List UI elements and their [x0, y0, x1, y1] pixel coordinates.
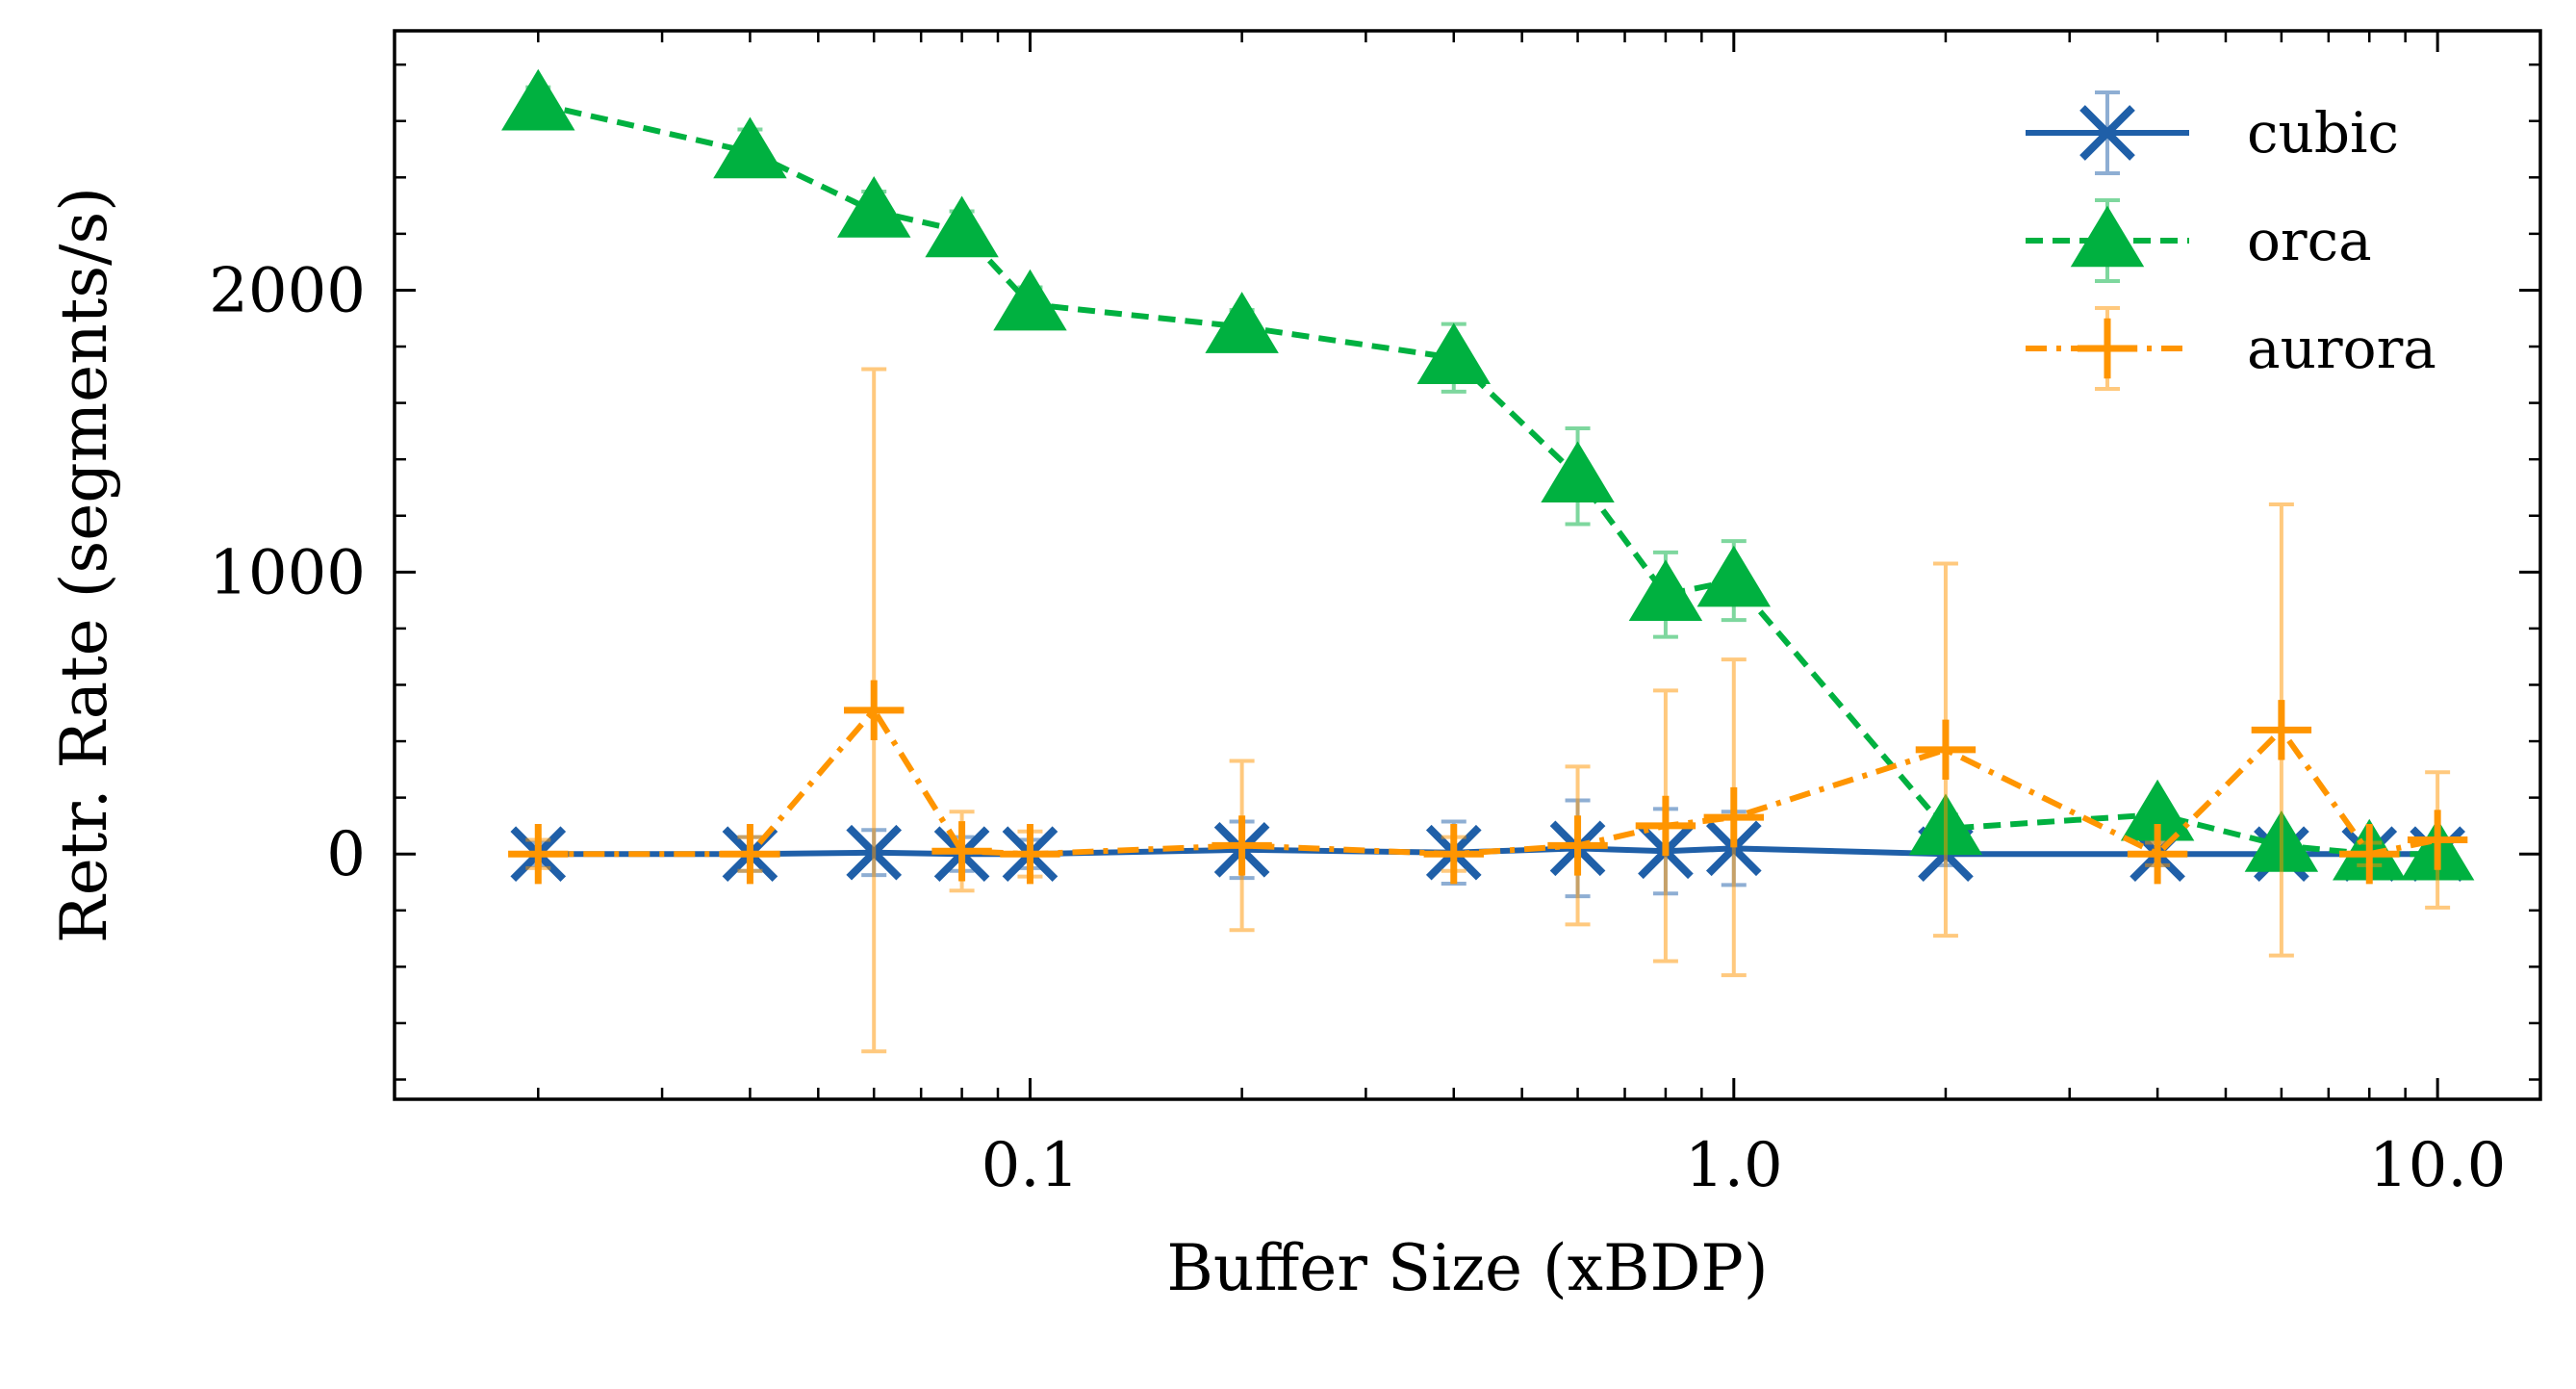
orca-marker	[2120, 779, 2195, 841]
aurora-marker	[1211, 815, 1272, 876]
series-aurora	[508, 367, 2468, 1054]
aurora-marker	[1703, 786, 1764, 848]
orca-marker	[501, 68, 575, 131]
aurora-marker	[1547, 815, 1608, 876]
plot-area	[501, 68, 2475, 1054]
orca-marker	[1416, 322, 1491, 385]
aurora-marker	[720, 823, 780, 885]
orca-marker	[713, 116, 787, 179]
y-tick-label: 2000	[209, 255, 366, 326]
aurora-marker	[2339, 823, 2400, 885]
aurora-marker	[1635, 795, 1696, 857]
plot-frame	[393, 29, 2542, 1101]
aurora-marker	[1915, 719, 1977, 781]
legend-item-aurora: aurora	[2026, 306, 2436, 391]
legend-label: cubic	[2247, 100, 2399, 166]
legend: cubic orca aurora	[2026, 90, 2436, 391]
legend-marker-orca	[2070, 205, 2145, 268]
orca-marker	[836, 176, 911, 238]
x-tick-label: 1.0	[1685, 1130, 1783, 1201]
orca-marker	[1541, 441, 1615, 503]
aurora-marker	[2127, 823, 2188, 885]
aurora-marker	[931, 821, 992, 882]
y-tick-label: 0	[326, 819, 366, 890]
legend-label: aurora	[2247, 316, 2436, 381]
aurora-marker	[1000, 823, 1060, 885]
orca-marker	[925, 195, 999, 258]
aurora-marker	[508, 823, 569, 885]
series-orca	[501, 68, 2475, 881]
x-axis-label: Buffer Size (xBDP)	[1166, 1231, 1768, 1305]
legend-item-orca: orca	[2026, 198, 2372, 283]
aurora-marker	[2251, 700, 2312, 760]
legend-marker-aurora	[2077, 318, 2138, 379]
legend-item-cubic: cubic	[2026, 90, 2399, 175]
orca-marker	[1696, 545, 1772, 607]
aurora-marker	[2407, 810, 2468, 870]
legend-marker-cubic	[2079, 105, 2135, 161]
x-tick-label: 0.1	[982, 1130, 1080, 1201]
x-tick-label: 10.0	[2369, 1130, 2507, 1201]
axis-ticks: 0.1 1.0 10.0 0 1000 2000	[209, 31, 2540, 1201]
aurora-marker	[1423, 823, 1484, 885]
y-axis-label: Retr. Rate (segments/s)	[47, 187, 121, 943]
y-tick-label: 1000	[209, 537, 366, 608]
orca-marker	[1628, 559, 1703, 622]
legend-label: orca	[2247, 208, 2372, 273]
aurora-marker	[844, 680, 905, 741]
orca-marker	[1205, 292, 1279, 353]
orca-marker	[993, 269, 1067, 331]
legend-marker-cubic-stroke	[2079, 105, 2135, 161]
